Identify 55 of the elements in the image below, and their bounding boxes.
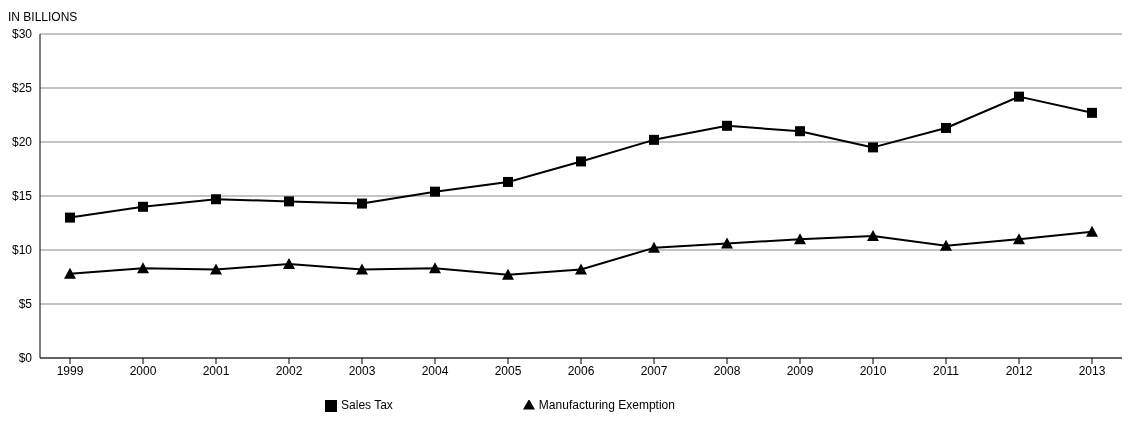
x-tick-label: 2005 (494, 363, 522, 378)
point (649, 134, 659, 145)
point (210, 263, 222, 275)
point (648, 241, 660, 253)
y-tick-label: $30 (11, 27, 33, 42)
point (503, 176, 513, 187)
point (430, 186, 440, 197)
x-tick-label: 2004 (421, 363, 449, 378)
point (283, 258, 295, 270)
point (502, 268, 514, 280)
point (940, 239, 952, 251)
point (941, 122, 951, 133)
point (1086, 225, 1098, 237)
x-tick-label: 2012 (1005, 363, 1033, 378)
x-tick-label: 2007 (640, 363, 668, 378)
x-tick-label: 1999 (56, 363, 84, 378)
x-tick-label: 2002 (275, 363, 303, 378)
y-tick-label: $20 (11, 135, 33, 150)
point (1087, 107, 1097, 118)
point (357, 198, 367, 209)
x-tick-label: 2009 (786, 363, 814, 378)
point (137, 262, 149, 274)
point (211, 194, 221, 205)
point (138, 201, 148, 212)
point (721, 237, 733, 249)
point (795, 126, 805, 137)
y-axis-title: IN BILLIONS (8, 10, 78, 24)
point (64, 267, 76, 279)
point (576, 156, 586, 167)
point (575, 263, 587, 275)
x-tick-label: 2006 (567, 363, 595, 378)
x-tick-label: 2001 (202, 363, 230, 378)
point (794, 233, 806, 245)
point (722, 120, 732, 131)
x-tick-label: 2013 (1078, 363, 1106, 378)
point (1014, 91, 1024, 102)
point (356, 263, 368, 275)
point (1013, 233, 1025, 245)
point (429, 262, 441, 274)
legend-label: Manufacturing Exemption (538, 398, 675, 412)
point (284, 196, 294, 207)
y-tick-label: $10 (11, 243, 33, 258)
y-tick-label: $25 (11, 81, 33, 96)
y-tick-label: $5 (18, 297, 33, 312)
y-tick-label: $0 (18, 351, 33, 366)
legend-label: Sales Tax (341, 398, 393, 412)
x-tick-label: 2003 (348, 363, 376, 378)
x-tick-label: 2000 (129, 363, 157, 378)
x-tick-label: 2011 (933, 363, 960, 378)
point (65, 212, 75, 223)
y-tick-label: $15 (11, 189, 33, 204)
point (868, 142, 878, 153)
x-tick-label: 2008 (713, 363, 741, 378)
point (867, 229, 879, 241)
x-tick-label: 2010 (859, 363, 887, 378)
